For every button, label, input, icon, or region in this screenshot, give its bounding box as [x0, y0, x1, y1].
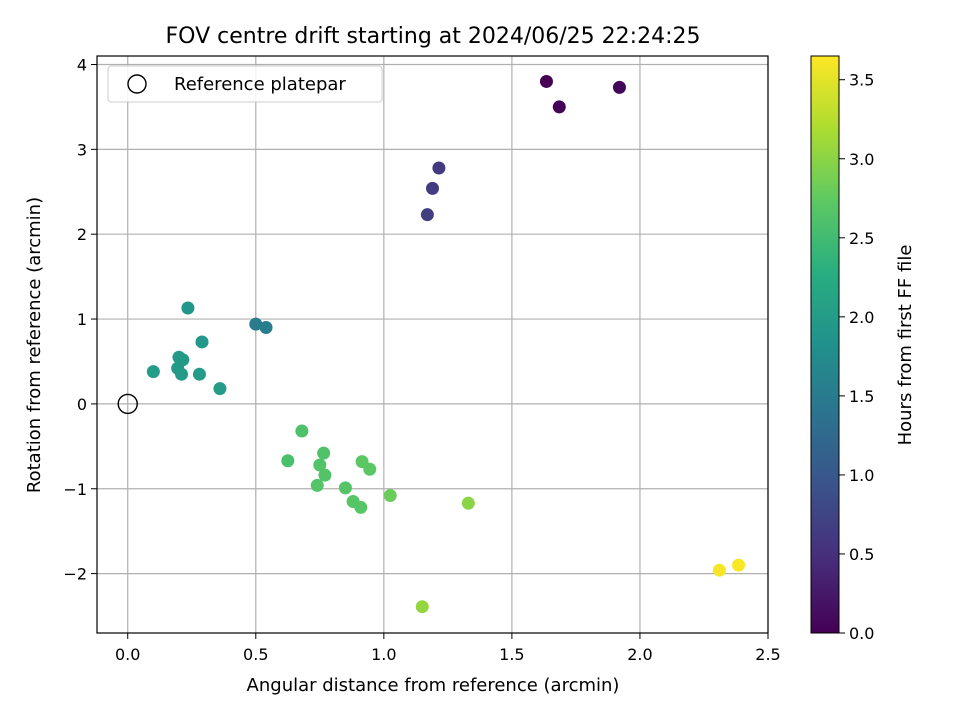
data-points: [117, 74, 746, 614]
data-point: [259, 321, 273, 335]
y-tick-label: 0: [77, 395, 87, 414]
y-axis: −2 −1 0 1 2 3 4: [63, 55, 97, 584]
colorbar-tick-label: 3.5: [849, 71, 874, 90]
data-point: [552, 100, 566, 114]
data-point: [281, 454, 295, 468]
legend-reference-marker: [127, 74, 147, 94]
data-point: [318, 468, 332, 482]
colorbar-gradient: [810, 55, 840, 634]
legend: Reference platepar: [107, 65, 383, 103]
x-tick-label: 1.5: [499, 645, 524, 664]
data-point: [539, 74, 553, 88]
colorbar-tick-label: 0.5: [849, 545, 874, 564]
y-axis-label: Rotation from reference (arcmin): [24, 197, 45, 493]
data-point: [461, 496, 475, 510]
x-tick-label: 0.5: [243, 645, 268, 664]
y-tick-label: 3: [77, 140, 87, 159]
data-point: [712, 563, 726, 577]
data-point: [354, 500, 368, 514]
data-point: [426, 181, 439, 195]
data-point: [415, 600, 429, 614]
data-point: [195, 335, 209, 349]
data-point: [249, 317, 263, 331]
colorbar-tick-label: 2.0: [849, 308, 874, 327]
colorbar-tick-label: 0.0: [849, 624, 874, 643]
colorbar-tick-label: 1.5: [849, 387, 874, 406]
colorbar-tick-label: 3.0: [849, 150, 874, 169]
colorbar: 0.0 0.5 1.0 1.5 2.0 2.5 3.0 3.5 Hours from firs…: [810, 55, 916, 643]
data-point: [313, 458, 327, 472]
data-point: [363, 462, 377, 476]
x-axis-label: Angular distance from reference (arcmin): [247, 675, 620, 696]
data-point: [181, 301, 195, 315]
data-point: [317, 446, 331, 460]
colorbar-tick-label: 1.0: [849, 466, 874, 485]
data-point: [146, 365, 160, 379]
x-tick-label: 2.0: [627, 645, 652, 664]
data-point: [732, 558, 746, 572]
plot-frame: [96, 55, 769, 634]
reference-platepar-marker: [117, 393, 138, 415]
y-tick-label: 1: [77, 310, 87, 329]
data-point: [175, 367, 189, 381]
data-point: [383, 489, 397, 503]
colorbar-label: Hours from first FF file: [895, 245, 916, 446]
data-point: [310, 478, 324, 492]
y-tick-label: −1: [63, 480, 87, 499]
data-point: [213, 382, 227, 396]
x-tick-label: 0.0: [115, 645, 140, 664]
data-point: [192, 367, 206, 381]
y-tick-label: 4: [77, 55, 87, 74]
legend-label: Reference platepar: [174, 74, 346, 95]
data-point: [295, 424, 309, 438]
data-point: [420, 208, 434, 222]
legend-box: [107, 65, 383, 103]
x-axis: 0.0 0.5 1.0 1.5 2.0 2.5: [115, 633, 781, 664]
y-tick-label: 2: [77, 225, 87, 244]
y-tick-label: −2: [63, 565, 87, 584]
chart-title: FOV centre drift starting at 2024/06/25 …: [166, 24, 701, 49]
colorbar-tick-label: 2.5: [849, 229, 874, 248]
x-tick-label: 2.5: [755, 645, 780, 664]
colorbar-ticks: 0.0 0.5 1.0 1.5 2.0 2.5 3.0 3.5: [839, 71, 874, 643]
x-tick-label: 1.0: [371, 645, 396, 664]
data-point: [432, 161, 446, 175]
data-point: [338, 481, 352, 495]
data-point: [612, 80, 626, 94]
